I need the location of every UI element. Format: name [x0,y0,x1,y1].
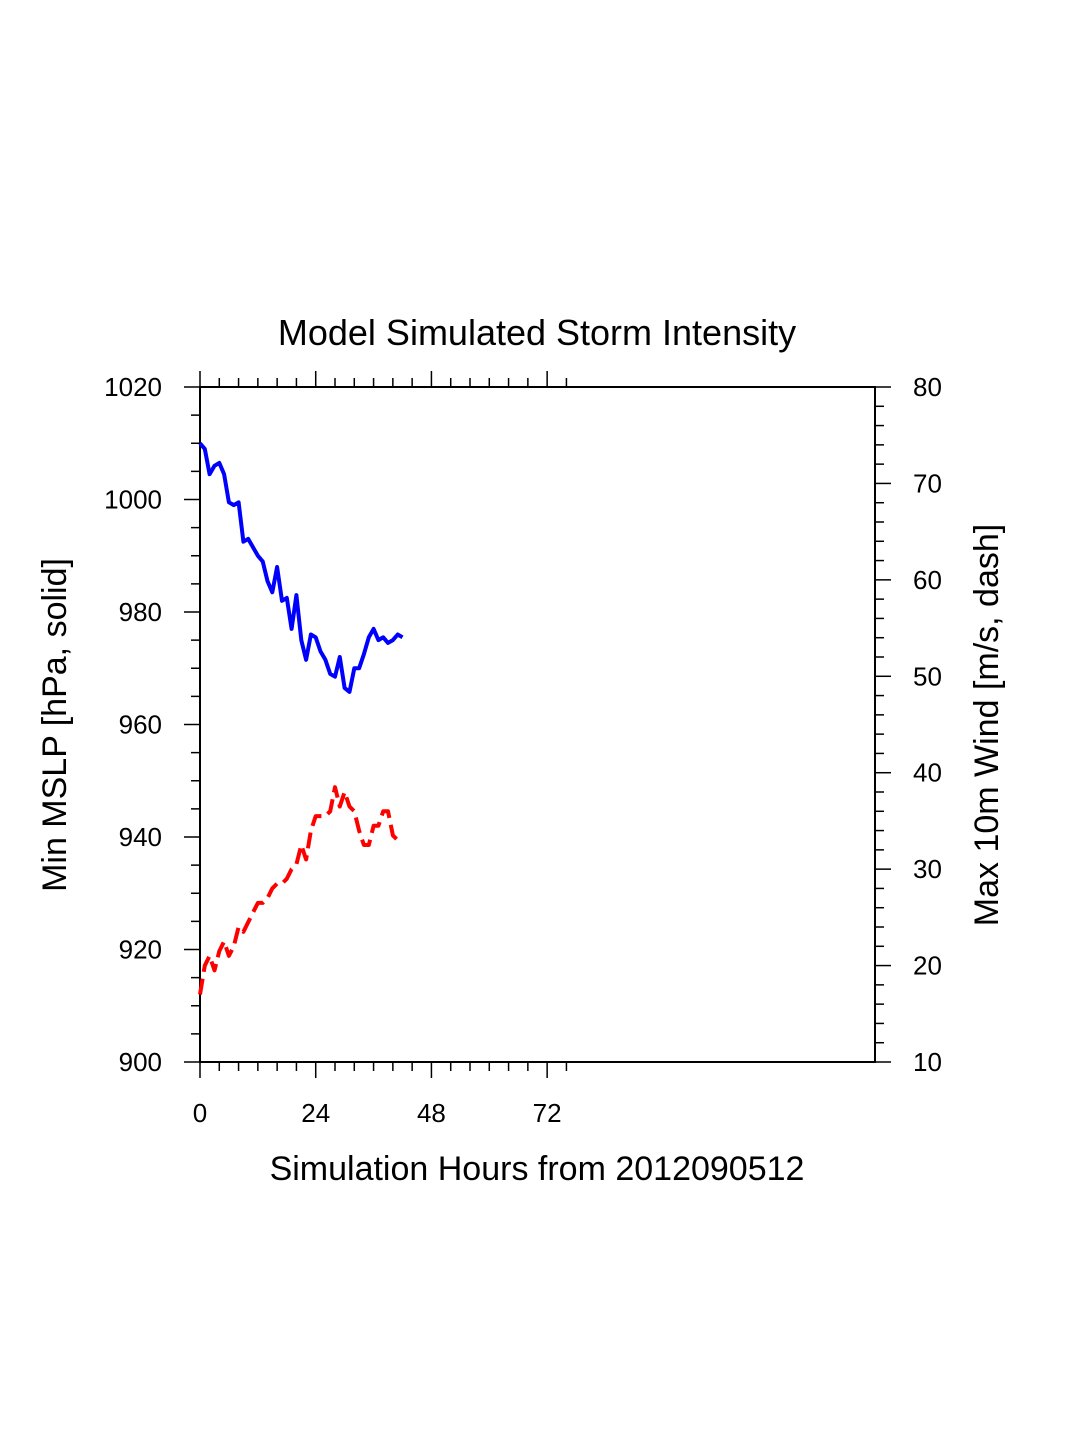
y-right-tick-label: 10 [913,1047,942,1077]
series-layer [198,441,404,995]
y-left-tick-label: 1020 [104,372,162,402]
y-left-tick-label: 900 [119,1047,162,1077]
x-axis-title: Simulation Hours from 2012090512 [270,1150,805,1188]
plot-frame [199,386,876,1063]
axis-ticks [184,371,891,1078]
y-right-tick-label: 70 [913,468,942,498]
y-right-tick-label: 30 [913,854,942,884]
x-tick-label: 0 [193,1098,207,1128]
y-right-tick-label: 40 [913,758,942,788]
y-left-tick-label: 980 [119,597,162,627]
series-line-max-wind [198,785,403,995]
y-right-tick-label: 20 [913,951,942,981]
y-left-tick-label: 960 [119,710,162,740]
y-axis-left-title: Min MSLP [hPa, solid] [36,558,74,892]
x-tick-label: 72 [533,1098,562,1128]
tick-labels: 0 24 48 72900920940960980100010201020304050… [104,372,942,1128]
y-left-tick-label: 920 [119,935,162,965]
y-axis-right-title: Max 10m Wind [m/s, dash] [968,524,1006,926]
y-left-tick-label: 940 [119,822,162,852]
y-right-tick-label: 80 [913,372,942,402]
y-right-tick-label: 60 [913,565,942,595]
x-tick-label: 48 [417,1098,446,1128]
y-left-tick-label: 1000 [104,485,162,515]
x-tick-label: 24 [301,1098,330,1128]
series-line-min-mslp [198,441,404,694]
y-right-tick-label: 50 [913,661,942,691]
chart-title: Model Simulated Storm Intensity [278,312,796,353]
axes-frame [199,386,876,1063]
